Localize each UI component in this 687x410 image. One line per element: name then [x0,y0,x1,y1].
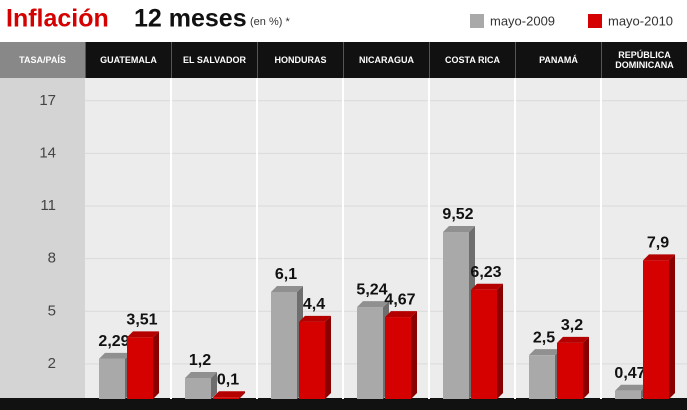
bar-top [557,336,589,343]
category-label: EL SALVADOR [171,42,257,78]
y-tick-label: 5 [48,302,56,319]
bar-top [443,226,475,233]
bar-top [271,286,303,292]
bar-side [669,254,675,399]
value-label: 1,2 [189,352,211,369]
corner-label: TASA/PAÍS [0,42,85,78]
value-label: 2,29 [98,333,129,350]
legend-label: mayo-2010 [608,13,673,28]
chart-subtitle: (en %) * [250,16,290,28]
bar [643,260,669,399]
bar-top [127,331,159,338]
bar-side [411,311,417,399]
bar [299,321,325,399]
bar-top [99,352,131,359]
value-label: 6,1 [275,266,297,283]
legend-swatch [588,14,602,28]
category-label: GUATEMALA [85,42,171,78]
bar [357,307,383,399]
category-label: REPÚBLICA DOMINICANA [601,42,687,78]
bar-side [211,371,217,399]
value-label: 3,51 [126,312,157,329]
value-label: 0,1 [217,371,239,388]
category-label: NICARAGUA [343,42,429,78]
bar [529,355,555,399]
bar [185,377,211,399]
bar-top [615,384,647,391]
legend-swatch [470,14,484,28]
footer-bar [0,398,687,410]
bar [615,390,641,399]
chart-title-suffix: 12 meses [134,5,247,33]
category-label: COSTA RICA [429,42,515,78]
header-row: TASA/PAÍS GUATEMALA EL SALVADOR HONDURAS NI… [0,42,687,78]
value-label: 5,24 [356,281,387,298]
bar-side [153,331,159,399]
bar-side [239,391,245,399]
bar-top [299,315,331,322]
value-label: 3,2 [561,317,583,334]
bar [213,397,239,399]
value-label: 0,47 [614,365,645,382]
category-label: PANAMÁ [515,42,601,78]
value-label: 9,52 [442,206,473,223]
value-label: 6,23 [470,264,501,281]
chart-title: Inflación [6,5,109,33]
bar [271,292,297,399]
bar-top [385,311,417,318]
bar [471,289,497,399]
bar-top [185,371,217,378]
y-tick-label: 8 [48,250,56,267]
bar-top [529,349,561,356]
bar-side [325,315,331,399]
bar-top [643,254,675,261]
legend-label: mayo-2009 [490,13,555,28]
value-label: 7,9 [647,235,669,252]
category-label: HONDURAS [257,42,343,78]
y-tick-label: 11 [40,197,56,214]
bar [443,232,469,399]
bar [127,337,153,399]
value-label: 4,67 [384,291,415,308]
bar-side [583,336,589,399]
value-label: 2,5 [533,329,555,346]
bar-top [213,391,245,398]
bar [385,317,411,399]
y-tick-label: 14 [39,144,56,161]
bar-top [357,301,389,308]
y-tick-label: 2 [48,355,56,372]
bar [99,358,125,399]
axis-panel [0,78,85,400]
bar [557,342,583,399]
bar-top [471,283,503,290]
bar-side [497,283,503,399]
y-tick-label: 17 [39,92,56,109]
value-label: 4,4 [303,296,325,313]
